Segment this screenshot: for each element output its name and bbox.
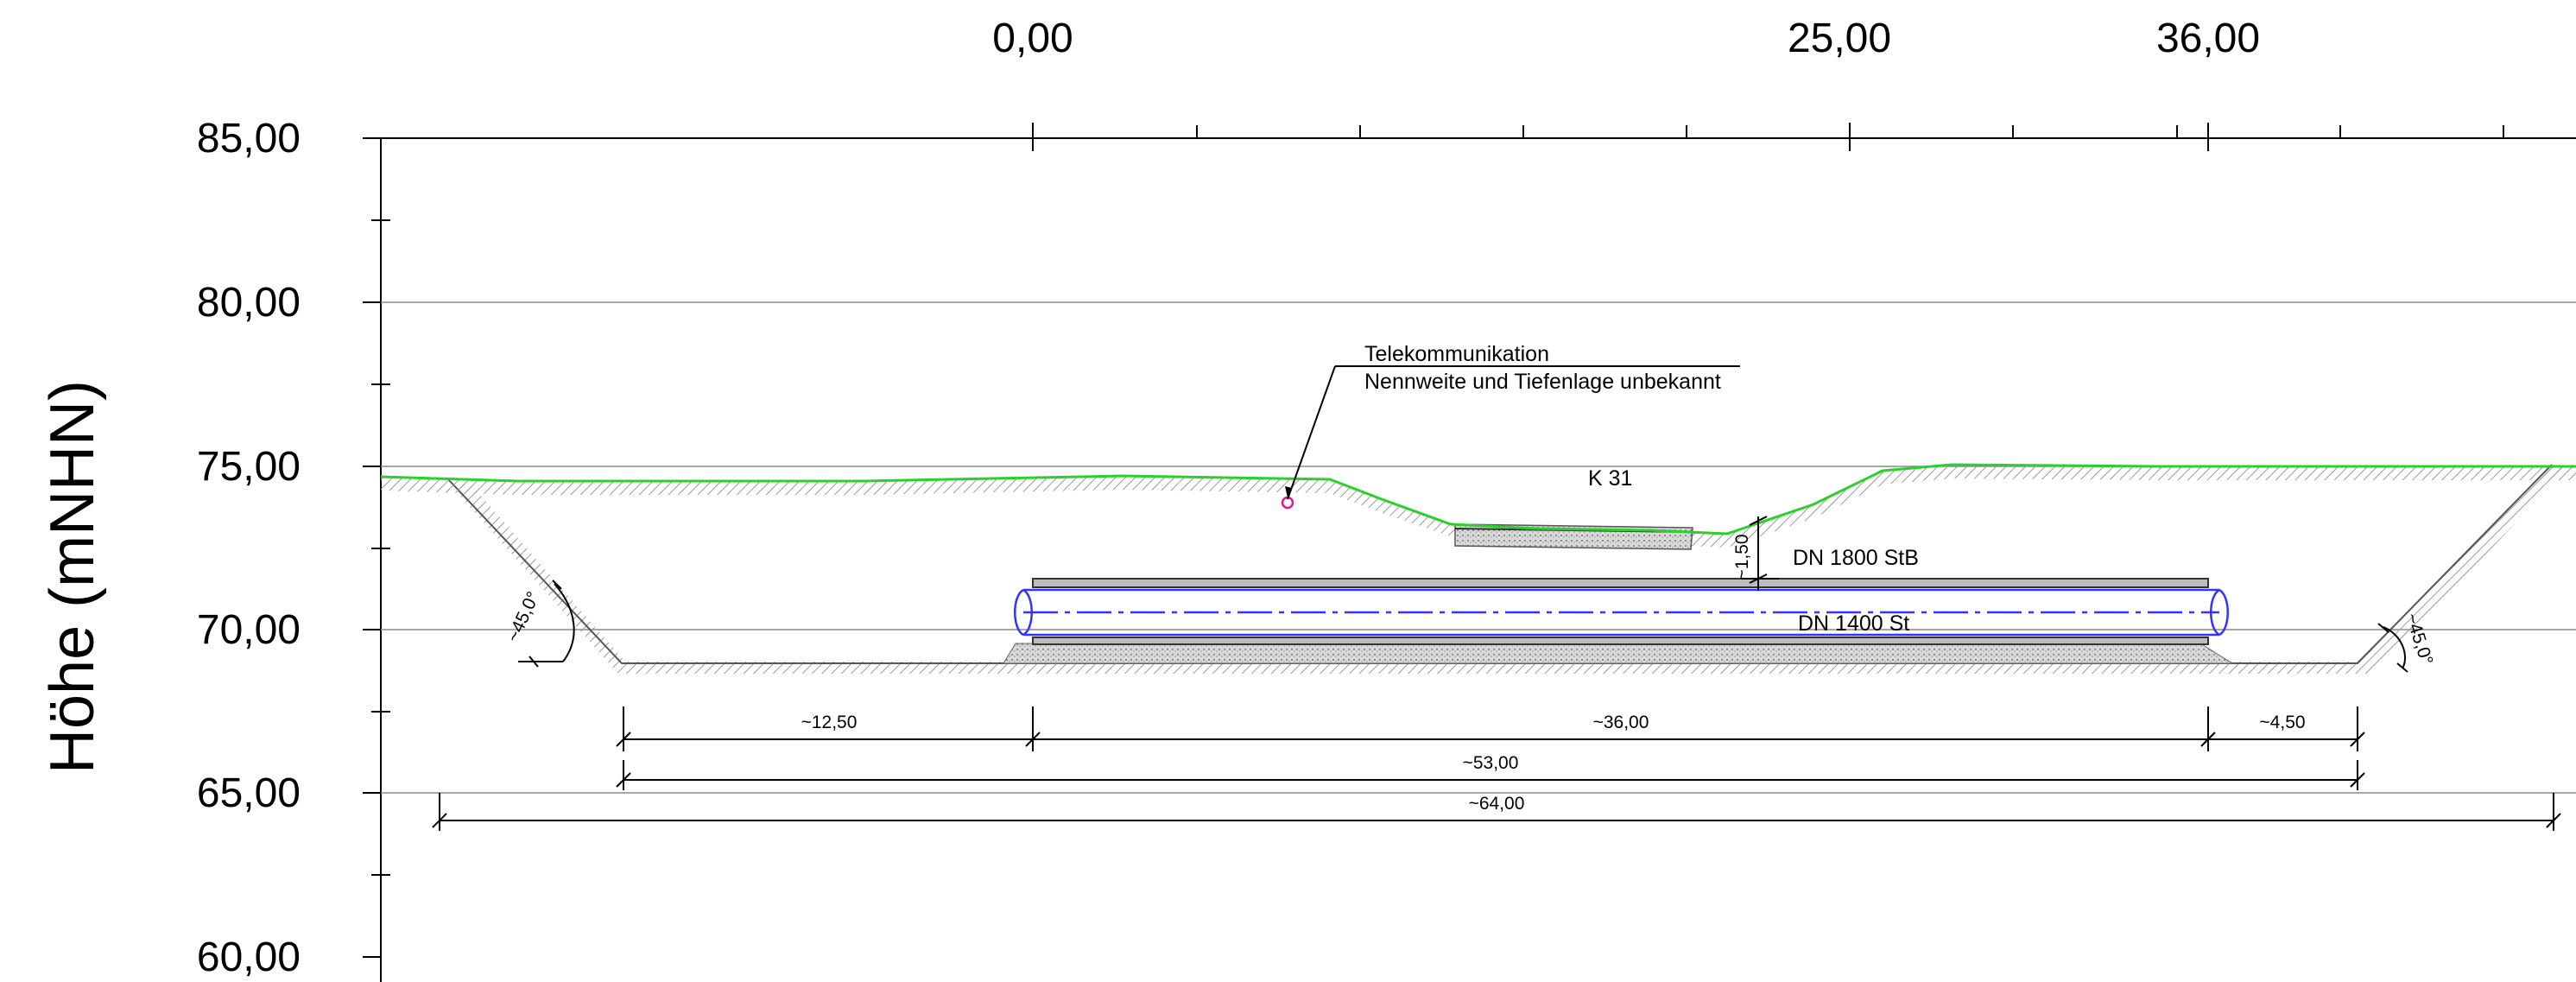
pipe-lower-label: DN 1400 St xyxy=(1798,611,1909,636)
telecom-marker xyxy=(1281,365,1740,510)
y-tick-60: 60,00 xyxy=(197,934,301,980)
slope-right-label: ~45,0° xyxy=(2402,611,2437,668)
top-axis-ticks xyxy=(1032,123,2504,151)
x-tick-labels: 0,00 25,00 36,00 xyxy=(992,16,2260,61)
plot-frame xyxy=(380,137,2576,982)
left-axis-ticks xyxy=(363,137,390,958)
y-tick-80: 80,00 xyxy=(197,280,301,326)
x-tick-0: 0,00 xyxy=(992,16,1073,61)
depth-dimension xyxy=(1741,516,1779,591)
grid-lines xyxy=(381,301,2576,794)
telecom-label-2: Nennweite und Tiefenlage unbekannt xyxy=(1364,370,1721,394)
pipe-bedding xyxy=(1003,643,2234,664)
dimension-row-1 xyxy=(616,706,2365,751)
dim-label-2: ~36,00 xyxy=(1593,713,1649,732)
slope-angle-left xyxy=(518,580,575,668)
slope-angle-right xyxy=(2377,623,2408,673)
dim-label-3: ~4,50 xyxy=(2259,713,2305,732)
dim-label-1: ~12,50 xyxy=(801,713,858,732)
y-tick-85: 85,00 xyxy=(197,116,301,162)
dimension-row-3 xyxy=(432,793,2561,831)
y-tick-labels: 85,00 80,00 75,00 70,00 65,00 60,00 xyxy=(197,116,301,980)
pipe-upper-label: DN 1800 StB xyxy=(1793,546,1919,570)
y-axis-title: Höhe (mNHN) xyxy=(38,380,107,774)
dim-label-5: ~64,00 xyxy=(1469,794,1525,814)
pipe-dn1800 xyxy=(1032,578,2209,645)
terrain-hatch xyxy=(381,465,2576,548)
x-tick-25: 25,00 xyxy=(1788,16,1891,61)
road-label: K 31 xyxy=(1588,466,1632,491)
dim-label-4: ~53,00 xyxy=(1463,753,1519,773)
slope-left-label: ~45,0° xyxy=(503,589,544,646)
telecom-label-1: Telekommunikation xyxy=(1364,342,1549,366)
x-tick-36: 36,00 xyxy=(2156,16,2260,61)
y-tick-65: 65,00 xyxy=(197,770,301,816)
terrain-line xyxy=(380,463,2576,535)
y-tick-70: 70,00 xyxy=(197,607,301,653)
dimension-row-2 xyxy=(616,760,2365,790)
pipe-dn1400 xyxy=(1014,588,2229,637)
y-tick-75: 75,00 xyxy=(197,444,301,490)
depth-label: ~1,50 xyxy=(1732,534,1752,580)
